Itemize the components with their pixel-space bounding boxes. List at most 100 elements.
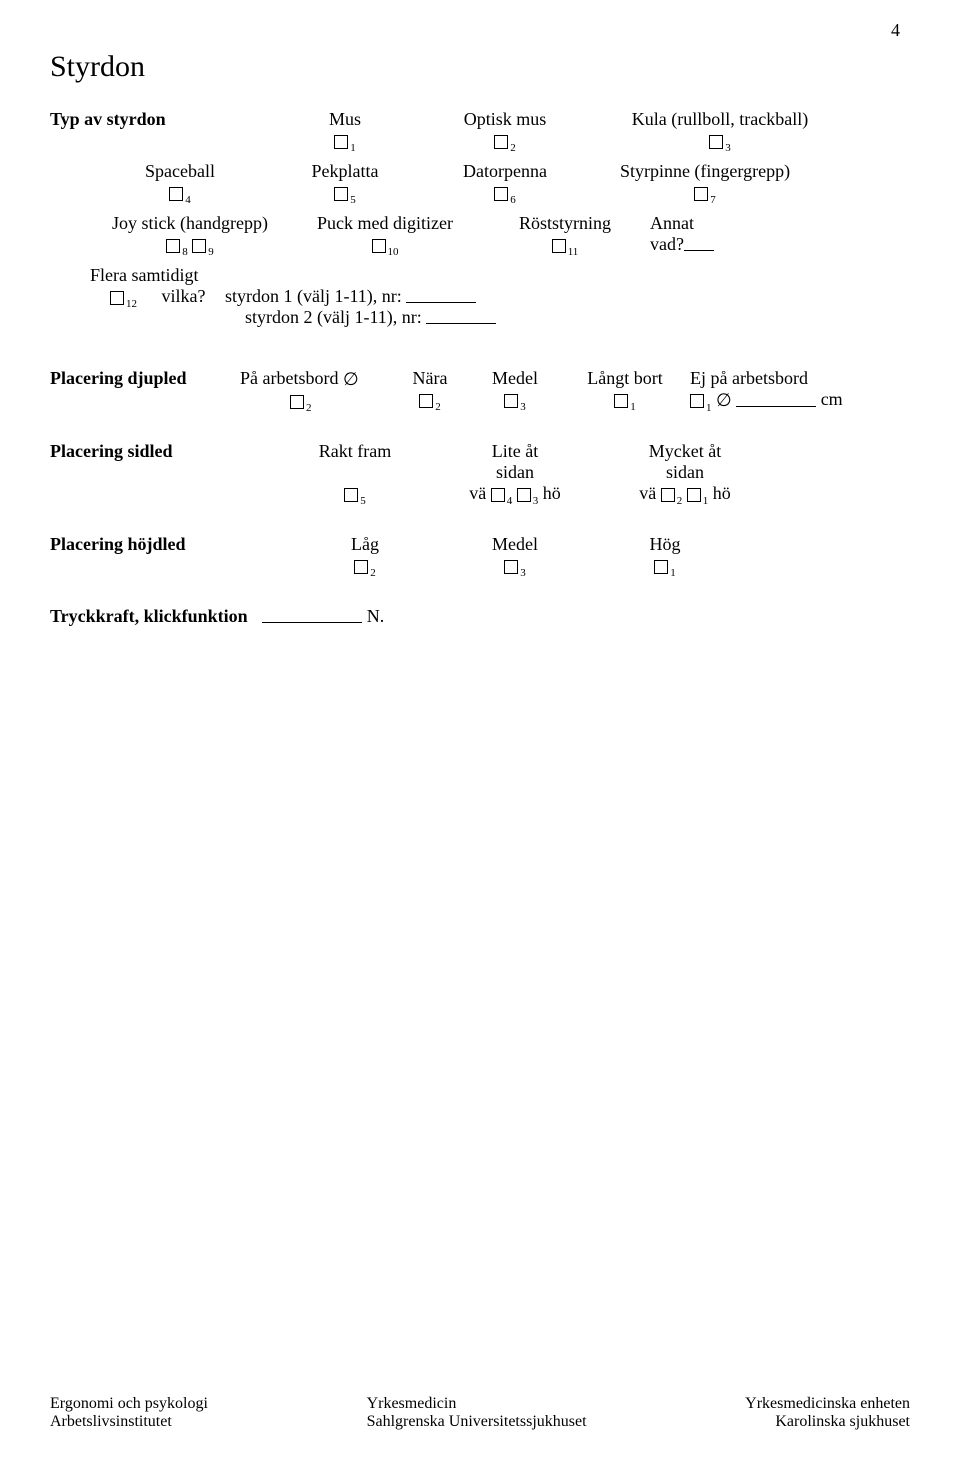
annat-label: Annat: [650, 213, 694, 234]
sub-11: 11: [568, 246, 579, 258]
tryckkraft-label: Tryckkraft, klickfunktion: [50, 606, 248, 626]
ej-line[interactable]: [736, 406, 816, 407]
sub-1: 1: [350, 142, 356, 154]
checkbox-mycket-va[interactable]: [661, 488, 675, 502]
checkbox-flera[interactable]: [110, 291, 124, 305]
checkbox-langt-bort[interactable]: [614, 394, 628, 408]
placering-sidled-label: Placering sidled: [50, 441, 280, 462]
checkbox-optisk-mus[interactable]: [494, 135, 508, 149]
vad-label: vad?: [650, 234, 684, 254]
vad-line[interactable]: [684, 250, 714, 251]
checkbox-ej[interactable]: [690, 394, 704, 408]
roststyrning-label: Röststyrning: [519, 213, 611, 234]
cm-label: cm: [821, 389, 843, 409]
footer-left2: Arbetslivsinstitutet: [50, 1413, 208, 1431]
styrdon2-line[interactable]: [426, 323, 496, 324]
va-label-1: vä: [469, 483, 486, 503]
footer-right1: Yrkesmedicinska enheten: [745, 1395, 910, 1413]
checkbox-hog[interactable]: [654, 560, 668, 574]
tryckkraft-line[interactable]: [262, 622, 362, 623]
styrdon1-label: styrdon 1 (välj 1-11), nr:: [225, 286, 402, 306]
checkbox-joystick-8[interactable]: [166, 239, 180, 253]
footer-right2: Karolinska sjukhuset: [745, 1413, 910, 1431]
sub-7: 7: [710, 194, 716, 206]
checkbox-mus[interactable]: [334, 135, 348, 149]
flera-label: Flera samtidigt: [90, 265, 910, 286]
sub-d3: 3: [520, 401, 526, 413]
datorpenna-label: Datorpenna: [463, 161, 547, 182]
spaceball-label: Spaceball: [145, 161, 215, 182]
mus-label: Mus: [329, 109, 361, 130]
mycket-label: Mycket åt: [649, 441, 721, 462]
ej-arbetsbord-label: Ej på arbetsbord: [690, 368, 808, 389]
styrdon2-label: styrdon 2 (välj 1-11), nr:: [245, 307, 422, 327]
hog-label: Hög: [650, 534, 681, 555]
sub-h2: 2: [370, 567, 376, 579]
checkbox-spaceball[interactable]: [169, 187, 183, 201]
section-placering-sidled: Placering sidled Rakt fram 5 Lite åt sid…: [50, 441, 910, 504]
sub-8: 8: [182, 246, 188, 258]
checkbox-lite-va[interactable]: [491, 488, 505, 502]
sub-d2: 2: [435, 401, 441, 413]
checkbox-pekplatta[interactable]: [334, 187, 348, 201]
sub-h1: 1: [670, 567, 676, 579]
sidan-label-1: sidan: [496, 462, 534, 483]
pekplatta-label: Pekplatta: [312, 161, 379, 182]
vilka-label: vilka?: [162, 286, 206, 306]
checkbox-djupled-2a[interactable]: [290, 395, 304, 409]
tryckkraft-unit: N.: [367, 606, 385, 626]
sub-6: 6: [510, 194, 516, 206]
checkbox-rakt[interactable]: [344, 488, 358, 502]
checkbox-lag[interactable]: [354, 560, 368, 574]
styrdon1-line[interactable]: [406, 302, 476, 303]
sub-12: 12: [126, 298, 137, 310]
sub-h3: 3: [520, 567, 526, 579]
sub-d2a: 2: [306, 402, 312, 414]
footer-mid2: Sahlgrenska Universitetssjukhuset: [367, 1413, 587, 1431]
checkbox-nara[interactable]: [419, 394, 433, 408]
ho-label-2: hö: [713, 483, 731, 503]
checkbox-medel-h[interactable]: [504, 560, 518, 574]
sub-s3: 3: [533, 495, 539, 507]
checkbox-styrpinne[interactable]: [694, 187, 708, 201]
diameter-icon: ∅: [343, 369, 359, 390]
checkbox-lite-ho[interactable]: [517, 488, 531, 502]
puck-label: Puck med digitizer: [317, 213, 453, 234]
rakt-fram-label: Rakt fram: [319, 441, 391, 462]
lite-label: Lite åt: [492, 441, 538, 462]
page-number: 4: [891, 20, 900, 41]
sub-3: 3: [725, 142, 731, 154]
checkbox-datorpenna[interactable]: [494, 187, 508, 201]
footer-mid1: Yrkesmedicin: [367, 1395, 587, 1413]
placering-hojdled-label: Placering höjdled: [50, 534, 300, 555]
section-tryckkraft: Tryckkraft, klickfunktion N.: [50, 606, 910, 627]
styrpinne-label: Styrpinne (fingergrepp): [620, 161, 790, 182]
joystick-label: Joy stick (handgrepp): [112, 213, 268, 234]
sub-4: 4: [185, 194, 191, 206]
sidan-label-2: sidan: [666, 462, 704, 483]
sub-9: 9: [208, 246, 214, 258]
footer-left1: Ergonomi och psykologi: [50, 1395, 208, 1413]
sub-d1: 1: [630, 401, 636, 413]
checkbox-medel-d[interactable]: [504, 394, 518, 408]
checkbox-kula[interactable]: [709, 135, 723, 149]
sub-ej1: 1: [706, 402, 712, 414]
sub-s5: 5: [360, 495, 366, 507]
sub-2: 2: [510, 142, 516, 154]
section-placering-djupled: Placering djupled På arbetsbord ∅ 2 Nära…: [50, 368, 910, 411]
optisk-mus-label: Optisk mus: [464, 109, 547, 130]
checkbox-joystick-9[interactable]: [192, 239, 206, 253]
kula-label: Kula (rullboll, trackball): [632, 109, 808, 130]
sub-5: 5: [350, 194, 356, 206]
pa-arbetsbord-label: På arbetsbord: [240, 368, 338, 388]
checkbox-mycket-ho[interactable]: [687, 488, 701, 502]
diameter-icon-2: ∅: [716, 390, 732, 411]
sub-s1: 1: [703, 495, 709, 507]
page-title: Styrdon: [50, 50, 910, 84]
medel-label: Medel: [492, 368, 538, 389]
checkbox-puck[interactable]: [372, 239, 386, 253]
sub-s2: 2: [677, 495, 683, 507]
checkbox-roststyrning[interactable]: [552, 239, 566, 253]
sub-10: 10: [388, 246, 399, 258]
va-label-2: vä: [639, 483, 656, 503]
